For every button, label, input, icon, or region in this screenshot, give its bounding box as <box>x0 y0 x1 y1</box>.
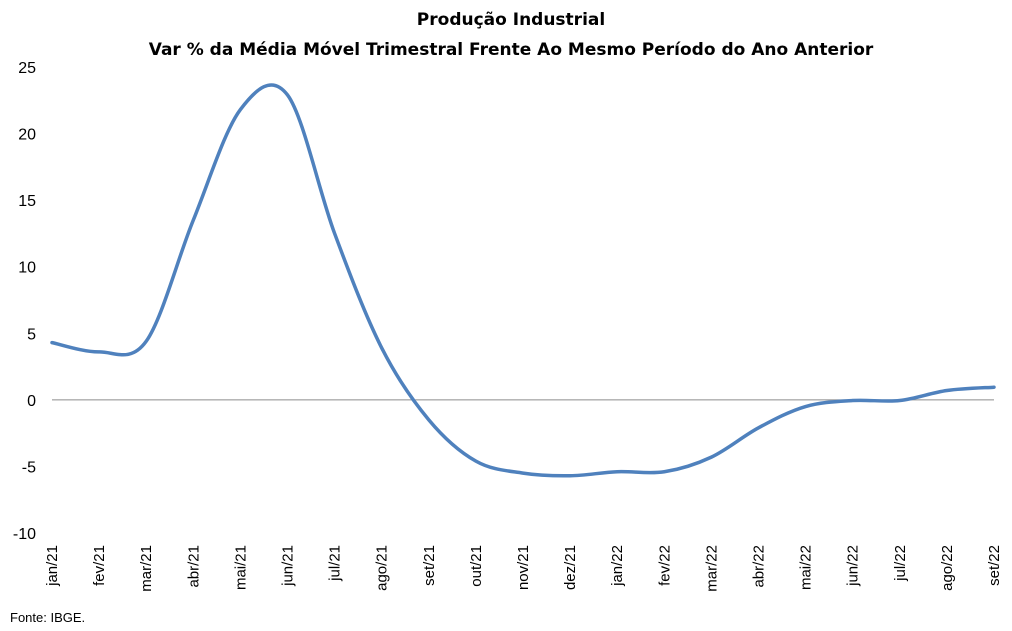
y-tick-label: 5 <box>27 326 36 343</box>
chart-title: Produção Industrial <box>417 10 605 30</box>
x-tick-label: set/21 <box>421 545 438 586</box>
x-tick-label: out/21 <box>468 545 485 587</box>
y-axis: 25 20 15 10 5 0 -5 -10 <box>13 60 36 543</box>
x-tick-label: mar/22 <box>703 545 720 592</box>
x-tick-label: jul/22 <box>892 545 909 582</box>
x-tick-label: jan/21 <box>44 545 61 587</box>
x-tick-label: jun/21 <box>280 545 297 587</box>
series-line <box>50 83 996 478</box>
series-layer <box>50 83 996 478</box>
y-tick-label: -5 <box>22 459 36 476</box>
x-tick-label: nov/21 <box>515 545 532 590</box>
x-tick-label: mai/22 <box>798 545 815 590</box>
x-tick-label: set/22 <box>986 545 1003 586</box>
x-tick-label: ago/22 <box>939 545 956 591</box>
source-note: Fonte: IBGE. <box>10 610 86 625</box>
chart-subtitle: Var % da Média Móvel Trimestral Frente A… <box>149 40 874 60</box>
y-tick-label: 15 <box>18 193 36 210</box>
x-tick-label: fev/21 <box>91 545 108 586</box>
y-tick-label: 20 <box>18 127 36 144</box>
x-tick-label: dez/21 <box>562 545 579 590</box>
y-tick-label: 25 <box>18 60 36 77</box>
x-tick-label: mai/21 <box>232 545 249 590</box>
x-tick-label: abr/22 <box>751 545 768 588</box>
x-axis: jan/21 fev/21 mar/21 abr/21 mai/21 jun/21 jul/… <box>44 545 1003 592</box>
x-tick-label: fev/22 <box>656 545 673 586</box>
x-tick-label: mar/21 <box>138 545 155 592</box>
y-tick-label: -10 <box>13 526 36 543</box>
x-tick-label: ago/21 <box>374 545 391 591</box>
x-tick-label: jun/22 <box>845 545 862 587</box>
x-tick-label: jul/21 <box>327 545 344 582</box>
y-tick-label: 0 <box>27 393 36 410</box>
y-tick-label: 10 <box>18 260 36 277</box>
x-tick-label: jan/22 <box>609 545 626 587</box>
x-tick-label: abr/21 <box>185 545 202 588</box>
